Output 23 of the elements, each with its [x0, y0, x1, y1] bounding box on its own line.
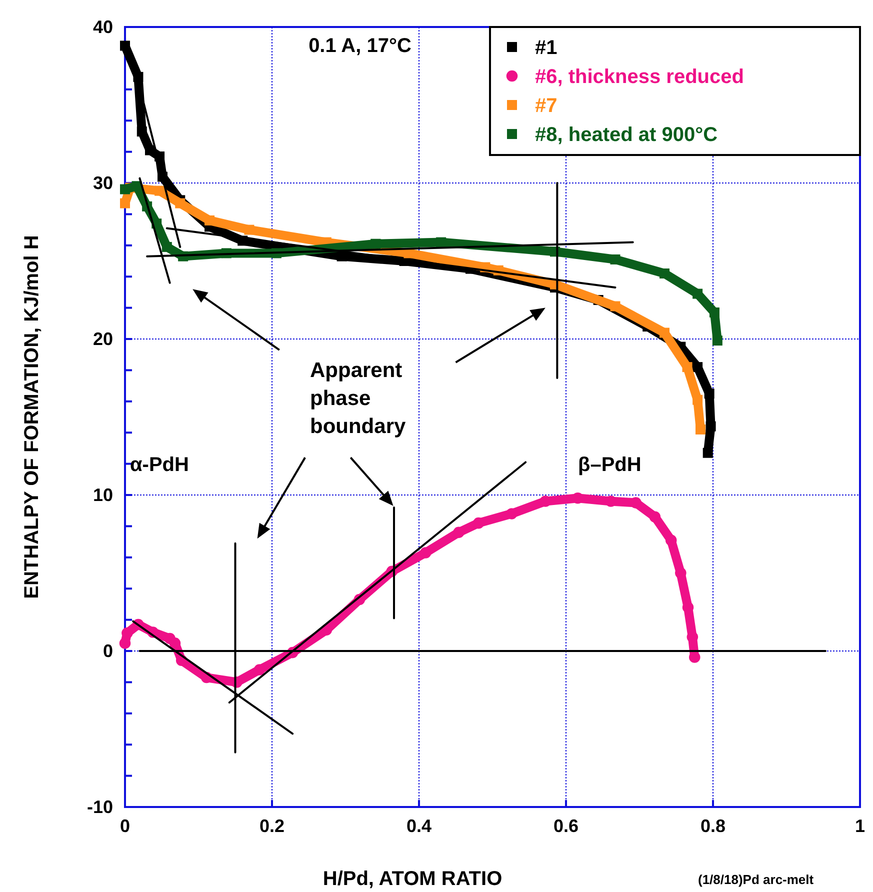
legend-label: #1 [535, 37, 558, 59]
y-axis-title: ENTHALPY OF FORMATION, KJ/mol H [21, 235, 43, 599]
x-axis-title: H/Pd, ATOM RATIO [322, 868, 502, 890]
legend-label: #7 [535, 95, 558, 117]
legend-label: #8, heated at 900°C [535, 124, 718, 146]
y-tick-label: 20 [92, 328, 113, 349]
x-tick-label: 0.4 [406, 816, 432, 836]
y-tick-label: 30 [92, 172, 113, 193]
x-tick-label: 0.2 [259, 816, 285, 836]
x-tick-label: 0 [120, 816, 130, 836]
x-tick-label: 0.8 [700, 816, 726, 836]
y-tick-label: -10 [86, 796, 113, 817]
x-tick-label: 0.6 [553, 816, 579, 836]
annotation: β–PdH [578, 454, 642, 476]
y-tick-label: 40 [92, 16, 113, 37]
y-tick-label: 0 [102, 640, 113, 661]
x-tick-label: 1 [854, 816, 866, 836]
y-tick-label: 10 [92, 484, 113, 505]
annotation: Apparent phase boundary [310, 359, 406, 438]
annotation: 0.1 A, 17°C [308, 35, 412, 57]
text: (1/8/18)Pd arc-melt [698, 872, 814, 887]
annotation: α-PdH [130, 454, 189, 476]
legend-label: #6, thickness reduced [535, 66, 744, 88]
